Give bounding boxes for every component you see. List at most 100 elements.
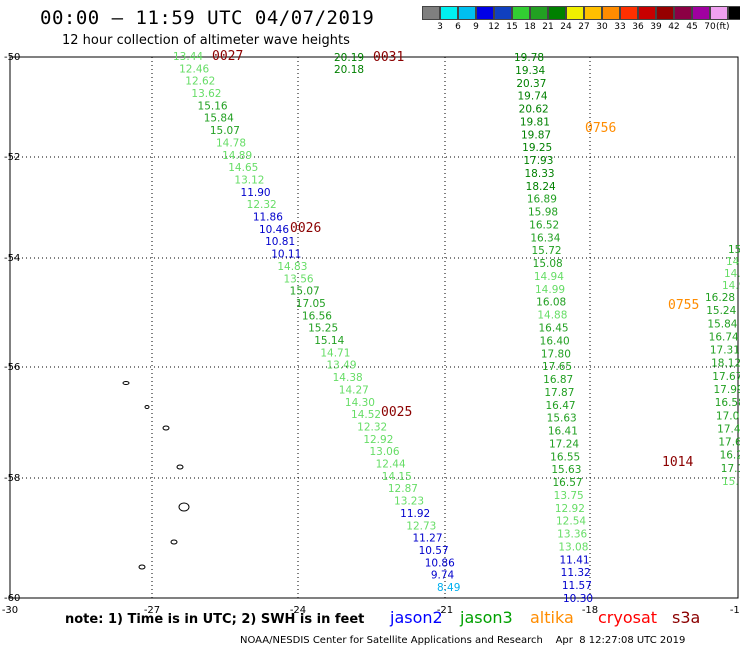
wave-height-value: 15.70 xyxy=(722,476,740,488)
wave-height-value: 14.94 xyxy=(534,271,564,283)
wave-height-value: 14.15 xyxy=(382,471,412,483)
wave-height-value: 14.30 xyxy=(345,397,375,409)
wave-height-value: 20.18 xyxy=(334,64,364,76)
color-scale-label: 3 xyxy=(437,22,443,32)
color-swatch xyxy=(566,6,584,20)
color-scale-label: 33 xyxy=(614,22,626,32)
color-scale-label: 9 xyxy=(473,22,479,32)
wave-height-value: 12.62 xyxy=(185,76,215,88)
color-swatch xyxy=(548,6,566,20)
wave-height-value: 16.34 xyxy=(530,232,560,244)
pass-label: 0027 xyxy=(212,49,243,64)
lat-label: -54 xyxy=(4,253,20,264)
wave-height-value: 14.71 xyxy=(320,347,350,359)
wave-height-value: 14.27 xyxy=(339,384,369,396)
color-scale-label: 42 xyxy=(668,22,680,32)
color-swatch xyxy=(602,6,620,20)
wave-height-value: 17.05 xyxy=(296,298,326,310)
wave-height-value: 11.86 xyxy=(253,212,283,224)
wave-height-value: 12.92 xyxy=(555,503,585,515)
wave-height-value: 13.12 xyxy=(234,174,264,186)
wave-height-value: 8.49 xyxy=(437,582,460,594)
lon-label: -30 xyxy=(2,605,18,616)
footer-note: note: 1) Time is in UTC; 2) SWH is in fe… xyxy=(65,612,365,627)
color-scale-label: 12 xyxy=(488,22,500,32)
wave-height-value: 16.57 xyxy=(553,477,583,489)
credit-line: NOAA/NESDIS Center for Satellite Applica… xyxy=(240,635,686,646)
wave-height-value: 11.41 xyxy=(560,554,590,566)
wave-height-value: 14.38 xyxy=(333,372,363,384)
color-scale-label: 24 xyxy=(560,22,572,32)
wave-height-value: 19.81 xyxy=(520,116,550,128)
wave-height-value: 17.24 xyxy=(549,438,579,450)
wave-height-value: 13.08 xyxy=(558,541,588,553)
wave-height-value: 12.54 xyxy=(556,516,586,528)
wave-height-value: 17.93 xyxy=(523,155,553,167)
wave-height-value: 10.81 xyxy=(265,236,295,248)
wave-height-value: 20.37 xyxy=(516,78,546,90)
wave-height-value: 16.45 xyxy=(539,323,569,335)
wave-height-value: 15.25 xyxy=(308,323,338,335)
wave-height-value: 15.24 xyxy=(706,305,736,317)
page-title: 00:00 – 11:59 UTC 04/07/2019 xyxy=(40,7,375,29)
wave-height-value: 17.80 xyxy=(541,348,571,360)
legend-jason3: jason3 xyxy=(460,608,513,627)
wave-height-value: 18.24 xyxy=(526,181,556,193)
wave-height-value: 16.89 xyxy=(527,194,557,206)
lat-label: -52 xyxy=(4,152,20,163)
wave-height-value: 16.40 xyxy=(540,335,570,347)
wave-height-value: 15.72 xyxy=(532,245,562,257)
wave-height-value: 18.12 xyxy=(711,358,740,370)
wave-height-value: 14.52 xyxy=(351,409,381,421)
color-swatch xyxy=(476,6,494,20)
color-swatch xyxy=(692,6,710,20)
wave-height-value: 16.47 xyxy=(546,400,576,412)
wave-height-value: 15.63 xyxy=(547,413,577,425)
wave-height-value: 16.23 xyxy=(720,450,740,462)
wave-height-value: 12.73 xyxy=(406,520,436,532)
lat-label: -58 xyxy=(4,473,20,484)
color-scale-unit: (ft) xyxy=(716,22,730,32)
wave-height-value: 17.87 xyxy=(544,387,574,399)
color-swatch xyxy=(512,6,530,20)
wave-height-value: 15.63 xyxy=(551,464,581,476)
color-swatch xyxy=(530,6,548,20)
color-swatch xyxy=(494,6,512,20)
wave-height-value: 15.16 xyxy=(198,100,228,112)
lon-label: -27 xyxy=(144,605,160,616)
wave-height-value: 13.49 xyxy=(326,360,356,372)
wave-height-value: 12.46 xyxy=(179,63,209,75)
wave-height-value: 18.33 xyxy=(525,168,555,180)
wave-height-value: 15 xyxy=(728,244,740,256)
wave-height-value: 11.27 xyxy=(412,533,442,545)
wave-height-value: 13.56 xyxy=(284,273,314,285)
island-outline xyxy=(176,464,184,470)
wave-height-value: 19.74 xyxy=(518,91,548,103)
wave-height-value: 13.75 xyxy=(554,490,584,502)
lon-label: -18 xyxy=(582,605,598,616)
wave-height-value: 10.86 xyxy=(425,557,455,569)
color-swatch xyxy=(674,6,692,20)
wave-height-value: 16.58 xyxy=(715,397,740,409)
color-scale-label: 18 xyxy=(524,22,536,32)
wave-height-value: 14.83 xyxy=(277,261,307,273)
legend-s3a: s3a xyxy=(672,608,701,627)
wave-height-value: 12.92 xyxy=(363,434,393,446)
color-scale-label: 21 xyxy=(542,22,554,32)
wave-height-value: 14.93 xyxy=(722,280,740,292)
color-scale-label: 30 xyxy=(596,22,608,32)
color-swatch xyxy=(728,6,740,20)
wave-height-value: 15.07 xyxy=(210,125,240,137)
wave-height-value: 14.8 xyxy=(724,268,740,280)
wave-height-value: 9.74 xyxy=(431,570,455,582)
wave-height-value: 10.11 xyxy=(271,249,301,261)
color-swatch xyxy=(638,6,656,20)
wave-height-value: 16.41 xyxy=(548,426,578,438)
wave-height-value: 11.57 xyxy=(562,580,592,592)
color-scale-label: 6 xyxy=(455,22,461,32)
color-scale-label: 36 xyxy=(632,22,644,32)
wave-height-value: 10.57 xyxy=(419,545,449,557)
wave-height-value: 14.9 xyxy=(726,256,740,268)
wave-height-value: 14.78 xyxy=(216,137,246,149)
island-outline xyxy=(162,425,170,431)
